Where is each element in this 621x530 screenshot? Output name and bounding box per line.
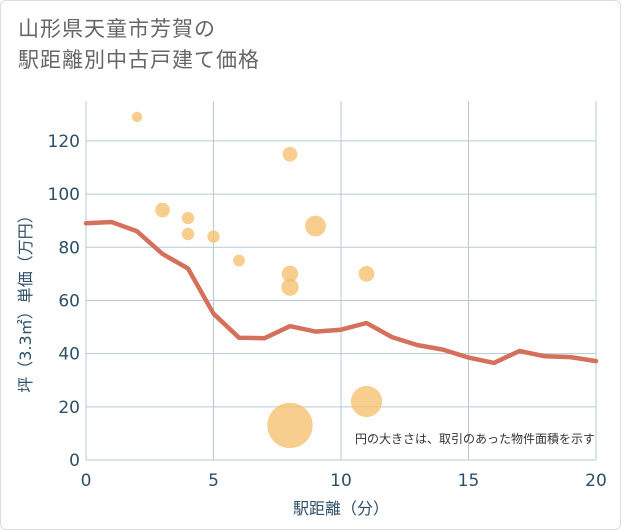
bubble-point [358, 265, 375, 282]
bubble-point [281, 278, 299, 296]
average-line-series [83, 219, 599, 366]
bubble-point [267, 402, 313, 449]
x-axis-label: 駅距離（分） [293, 499, 389, 518]
y-tick-label: 40 [58, 345, 80, 365]
x-tick-label: 15 [458, 471, 480, 491]
chart-title: 山形県天童市芳賀の 駅距離別中古戸建て価格 [18, 14, 260, 76]
y-tick-label: 60 [58, 291, 80, 311]
y-tick-label: 120 [48, 132, 80, 152]
bubble-point [155, 202, 170, 218]
y-tick-label: 100 [48, 185, 80, 205]
y-tick-label: 0 [69, 451, 80, 471]
average-price-line [83, 219, 599, 366]
chart-title-line-1: 山形県天童市芳賀の [18, 17, 216, 41]
y-tick-label: 80 [58, 238, 80, 258]
y-axis-label: 坪（3.3㎡）単価（万円） [16, 207, 35, 392]
y-axis-ticks: 0 20 40 60 80 100 120 [48, 132, 80, 471]
x-tick-label: 5 [208, 471, 219, 491]
bubble-point [282, 146, 298, 162]
bubble-point [281, 265, 299, 283]
bubble-point [181, 211, 195, 225]
x-tick-label: 0 [81, 471, 92, 491]
y-tick-label: 20 [58, 398, 80, 418]
x-tick-label: 10 [330, 471, 352, 491]
bubble-size-note: 円の大きさは、取引のあった物件面積を示す [355, 431, 595, 446]
bubble-point [181, 227, 195, 241]
grid-lines [85, 101, 597, 461]
x-tick-label: 20 [585, 471, 607, 491]
bubble-point [305, 215, 326, 237]
bubble-series [131, 111, 383, 449]
chart-title-line-2: 駅距離別中古戸建て価格 [18, 48, 260, 72]
bubble-point [233, 254, 245, 267]
bubble-point [131, 111, 143, 123]
bubble-point [207, 230, 220, 243]
x-axis-ticks: 0 5 10 15 20 [81, 471, 607, 491]
bubble-point [350, 385, 383, 418]
